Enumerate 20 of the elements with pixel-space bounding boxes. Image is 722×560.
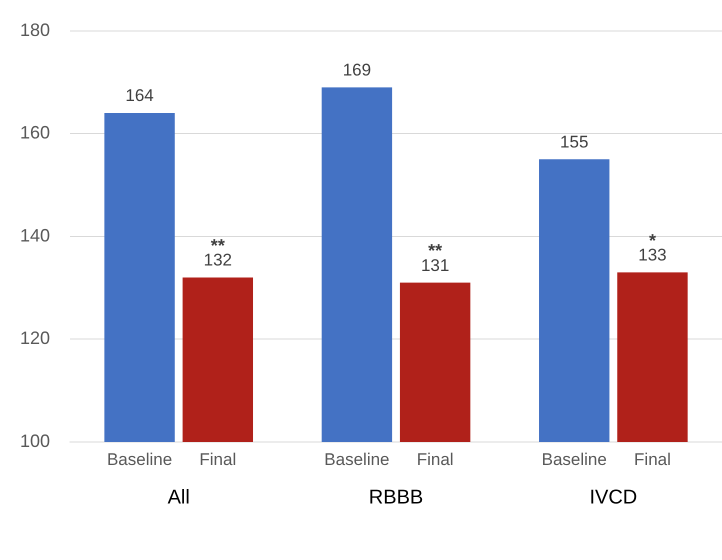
text: Baseline [106, 450, 172, 470]
text: Final [199, 450, 236, 470]
series-label: Final [416, 450, 454, 470]
data-label: 155 [560, 132, 588, 152]
y-tick-label: 120 [20, 328, 50, 348]
data-label: 133 [638, 246, 667, 265]
y-tick-label: 180 [20, 20, 50, 40]
series-label: Baseline [542, 450, 607, 470]
y-tick-label: 160 [20, 122, 50, 143]
text: Baseline [324, 450, 390, 470]
x-tick-label: IVCD [589, 486, 638, 509]
data-label: 164 [125, 86, 154, 106]
text: Final [634, 450, 671, 470]
data-label: 132 [204, 250, 232, 270]
x-tick-label: All [168, 486, 190, 509]
y-tick-label: 100 [20, 430, 50, 451]
data-label: 169 [342, 60, 372, 80]
data-label: 131 [420, 256, 450, 275]
x-tick-label: RBBB [368, 486, 424, 509]
y-tick-label: 140 [20, 225, 50, 246]
